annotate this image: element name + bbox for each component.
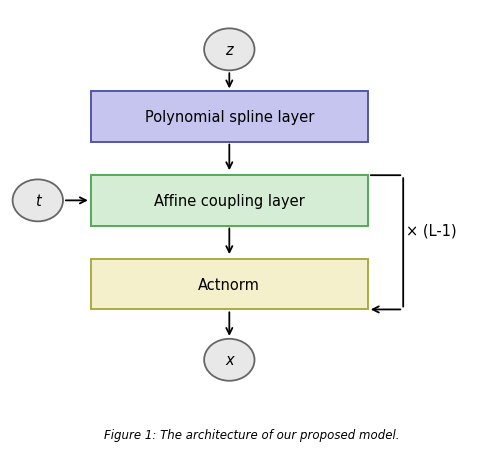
Text: z: z xyxy=(225,43,233,58)
Text: t: t xyxy=(35,193,41,208)
Circle shape xyxy=(204,339,255,381)
Text: × (L-1): × (L-1) xyxy=(406,223,456,238)
Bar xyxy=(91,259,368,310)
Text: Figure 1: The architecture of our proposed model.: Figure 1: The architecture of our propos… xyxy=(104,429,400,441)
Text: Actnorm: Actnorm xyxy=(199,277,260,292)
Circle shape xyxy=(204,29,255,71)
Text: Affine coupling layer: Affine coupling layer xyxy=(154,193,305,208)
Bar xyxy=(91,176,368,226)
Circle shape xyxy=(13,180,63,222)
Text: x: x xyxy=(225,353,234,368)
Bar xyxy=(91,92,368,142)
Text: Polynomial spline layer: Polynomial spline layer xyxy=(145,110,314,125)
